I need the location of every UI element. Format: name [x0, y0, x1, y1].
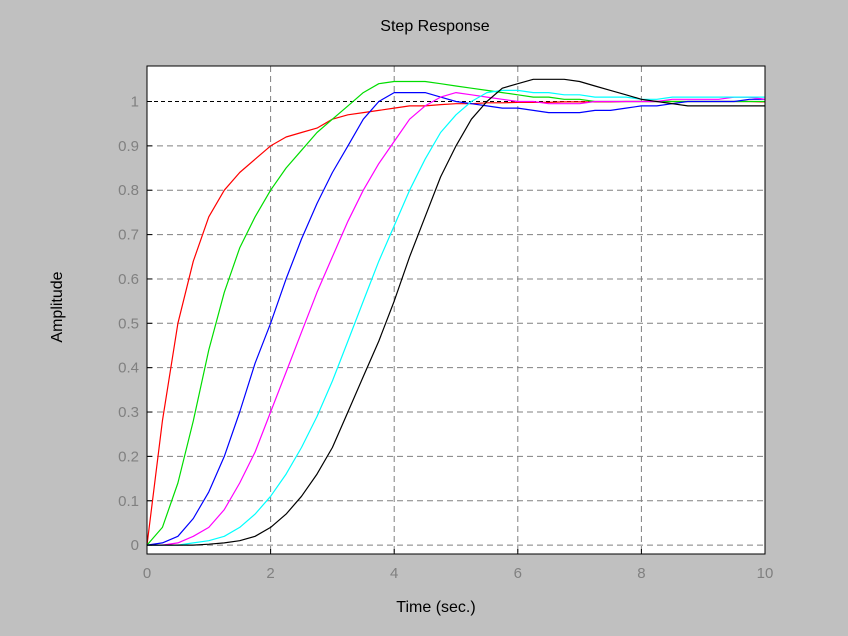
x-tick-labels: 0 2 4 6 8 10 — [143, 549, 774, 582]
y-tick-label: 0 — [131, 537, 139, 554]
y-tick-labels: 0 0.1 0.2 0.3 0.4 0.5 0.6 0.7 0.8 0.9 1 — [118, 93, 152, 554]
chart-title: Step Response — [380, 18, 490, 35]
x-tick-label: 4 — [390, 565, 398, 582]
y-tick-label: 0.4 — [118, 360, 139, 377]
y-tick-label: 0.8 — [118, 182, 139, 199]
series-line-3 — [146, 92, 765, 546]
series-line-2 — [146, 80, 765, 546]
grid-lines — [147, 66, 765, 554]
series-group — [146, 78, 766, 546]
y-tick-label: 0.1 — [118, 493, 139, 510]
y-axis-label: Amplitude — [49, 271, 66, 342]
plot-frame — [146, 65, 766, 555]
x-tick-label: 0 — [143, 565, 151, 582]
y-tick-label: 0.9 — [118, 138, 139, 155]
x-tick-label: 10 — [757, 565, 774, 582]
y-tick-label: 0.3 — [118, 404, 139, 421]
x-tick-label: 2 — [266, 565, 274, 582]
series-line-5 — [147, 89, 765, 546]
series-line-6 — [147, 78, 765, 546]
series-line-4 — [147, 92, 766, 546]
y-tick-label: 0.5 — [118, 315, 139, 332]
x-tick-label: 8 — [637, 565, 645, 582]
y-tick-label: 0.2 — [118, 448, 139, 465]
y-tick-label: 0.7 — [118, 227, 139, 244]
plot-area — [147, 66, 765, 554]
x-axis-label: Time (sec.) — [396, 599, 475, 616]
x-tick-label: 6 — [514, 565, 522, 582]
y-tick-label: 0.6 — [118, 271, 139, 288]
y-tick-label: 1 — [131, 93, 139, 110]
